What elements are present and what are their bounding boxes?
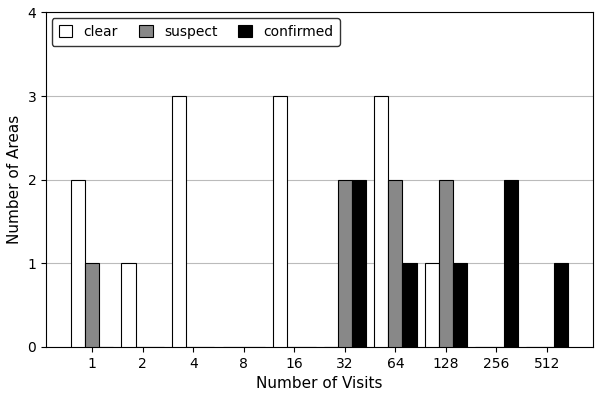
Bar	[71, 179, 85, 347]
Bar	[273, 96, 287, 347]
Bar	[554, 263, 568, 347]
Bar	[172, 96, 186, 347]
Bar	[403, 263, 416, 347]
Bar	[425, 263, 439, 347]
Bar	[352, 179, 366, 347]
Bar	[503, 179, 518, 347]
Bar	[388, 179, 403, 347]
Y-axis label: Number of Areas: Number of Areas	[7, 115, 22, 244]
Bar	[338, 179, 352, 347]
Bar	[121, 263, 136, 347]
Bar	[439, 179, 453, 347]
Bar	[374, 96, 388, 347]
X-axis label: Number of Visits: Number of Visits	[256, 376, 383, 391]
Bar	[85, 263, 99, 347]
Bar	[453, 263, 467, 347]
Legend: clear, suspect, confirmed: clear, suspect, confirmed	[52, 18, 340, 46]
